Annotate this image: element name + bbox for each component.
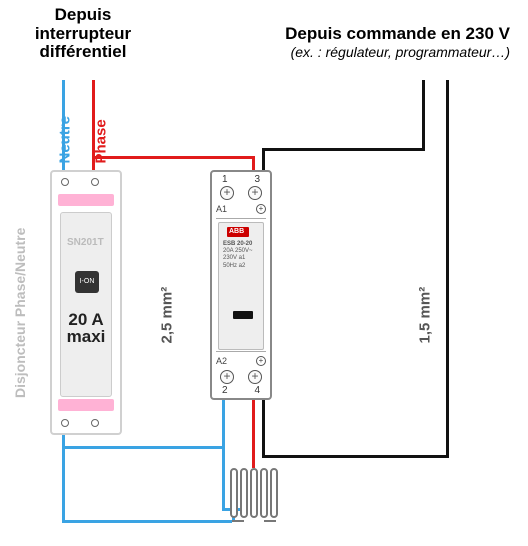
wiring-diagram: Depuis interrupteur différentiel Depuis … bbox=[0, 0, 528, 546]
title-left: Depuis interrupteur différentiel bbox=[4, 6, 162, 62]
wire-phase-in bbox=[92, 80, 95, 170]
contactor-t2 bbox=[220, 370, 234, 384]
radiator-icon bbox=[230, 468, 278, 524]
contactor-t4-num: 4 bbox=[254, 385, 260, 396]
wire-neutral-breaker-to-contactor-v bbox=[222, 400, 225, 446]
title-right: Depuis commande en 230 V bbox=[200, 24, 510, 44]
breaker-switch: I-ON bbox=[75, 271, 99, 293]
title-left-l3: différentiel bbox=[40, 42, 127, 61]
contactor-t1 bbox=[220, 186, 234, 200]
contactor-t3 bbox=[248, 186, 262, 200]
wire-25-label: 2,5 mm² bbox=[159, 254, 176, 344]
wire-control-p-into-a2 bbox=[262, 400, 265, 455]
contactor-face: ABB ESB 20-20 20A 250V~ 230V a1 50Hz a2 bbox=[218, 222, 264, 350]
contactor-t1-num: 1 bbox=[222, 174, 228, 185]
contactor-indicator bbox=[233, 311, 253, 319]
contactor-a1-label: A1 bbox=[216, 204, 227, 214]
wire-15-label: 1,5 mm² bbox=[417, 254, 434, 344]
wire-neutral-breaker-out bbox=[62, 435, 65, 446]
title-right-main: Depuis commande en 230 V bbox=[285, 24, 510, 43]
wire-control-n-into-a1 bbox=[262, 148, 265, 170]
wire-control-p-down bbox=[446, 80, 449, 455]
contactor-t3-num: 3 bbox=[254, 174, 260, 185]
wire-phase-down-contactor bbox=[252, 156, 255, 170]
phase-label: Phase bbox=[93, 94, 110, 164]
circuit-breaker: SN201T I-ON 20 Amaxi bbox=[50, 170, 122, 435]
wire-control-p-across bbox=[262, 455, 449, 458]
title-left-l1: Depuis bbox=[55, 5, 112, 24]
contactor-a2-term: + bbox=[256, 356, 266, 366]
contactor-a2-label: A2 bbox=[216, 356, 227, 366]
wire-control-n-across bbox=[262, 148, 425, 151]
breaker-amp: 20 Amaxi bbox=[61, 311, 111, 345]
wire-control-n-down bbox=[422, 80, 425, 148]
title-left-l2: interrupteur bbox=[35, 24, 131, 43]
contactor-printed: ESB 20-20 20A 250V~ 230V a1 50Hz a2 bbox=[223, 241, 253, 270]
contactor-a1-row: A1 + bbox=[216, 204, 266, 214]
wire-phase-to-load-v bbox=[252, 400, 255, 468]
breaker-model: SN201T bbox=[67, 237, 104, 248]
wire-neutral-in bbox=[62, 80, 65, 170]
breaker-term-n-bot bbox=[61, 419, 69, 427]
contactor-a1-term: + bbox=[256, 204, 266, 214]
breaker-desc-label: Disjoncteur Phase/Neutre bbox=[12, 218, 28, 398]
breaker-term-n-top bbox=[61, 178, 69, 186]
contactor-t4 bbox=[248, 370, 262, 384]
contactor-brand: ABB bbox=[227, 227, 249, 237]
wire-neutral-breaker-to-contactor-h bbox=[62, 446, 222, 449]
wire-phase-across-top bbox=[92, 156, 252, 159]
title-right-sub: (ex. : régulateur, programmateur…) bbox=[200, 44, 510, 60]
contactor-a2-row: A2 + bbox=[216, 356, 266, 366]
neutral-label: Neutre bbox=[57, 94, 74, 164]
breaker-top-tab bbox=[58, 194, 114, 206]
breaker-term-p-top bbox=[91, 178, 99, 186]
contactor-t2-num: 2 bbox=[222, 385, 228, 396]
contactor: 1 3 A1 + ABB ESB 20-20 20A 250V~ 230V a1… bbox=[210, 170, 272, 400]
breaker-bot-tab bbox=[58, 399, 114, 411]
wire-neutral-out-h bbox=[62, 520, 232, 523]
breaker-term-p-bot bbox=[91, 419, 99, 427]
breaker-face: SN201T I-ON 20 Amaxi bbox=[60, 212, 112, 397]
